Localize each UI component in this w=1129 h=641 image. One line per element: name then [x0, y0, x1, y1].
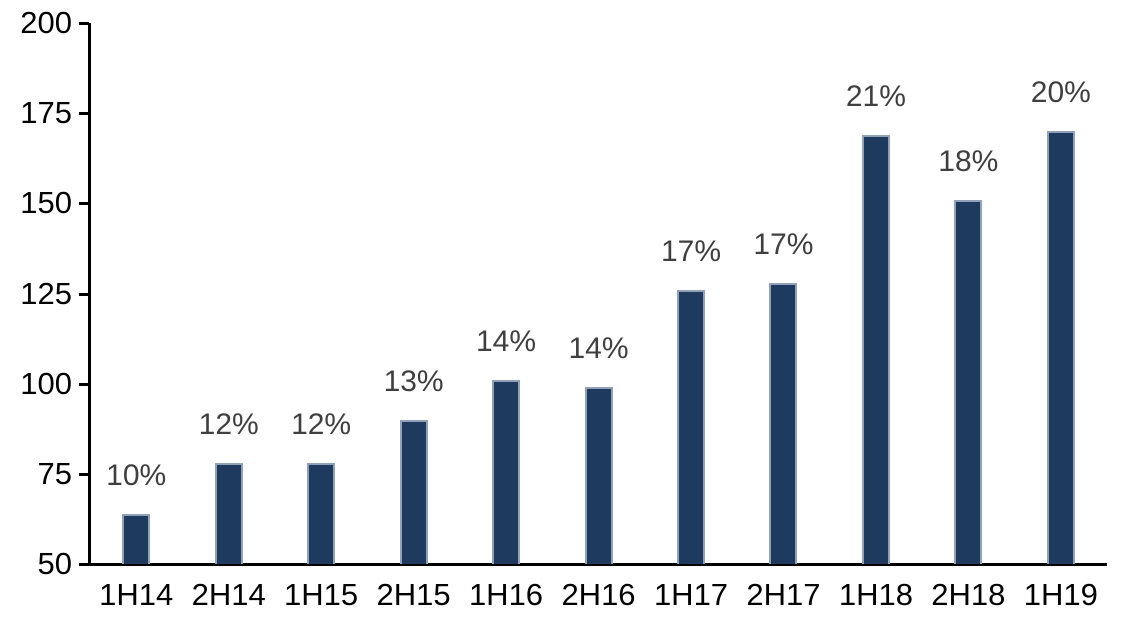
y-axis-tick-label-125: 125 — [20, 275, 72, 311]
y-axis-tick-125 — [79, 292, 89, 296]
y-axis-tick-100 — [79, 382, 89, 386]
y-axis-tick-175 — [79, 112, 89, 116]
y-axis-tick-label-175: 175 — [20, 95, 72, 131]
bar-1H17 — [677, 289, 705, 564]
bar-2H14 — [214, 463, 243, 564]
bar-1H18 — [861, 134, 890, 564]
x-tick-label-1H19: 1H19 — [1023, 577, 1098, 612]
bar-1H19 — [1046, 131, 1075, 564]
bar-1H15 — [307, 463, 336, 564]
data-label-1H19: 20% — [1030, 76, 1091, 110]
data-label-1H15: 12% — [291, 408, 352, 441]
data-label-1H17: 17% — [660, 234, 722, 268]
x-tick-label-2H17: 2H17 — [746, 577, 821, 612]
y-axis-tick-75 — [79, 472, 89, 476]
x-tick-label-2H15: 2H15 — [376, 577, 451, 612]
y-axis-tick-label-100: 100 — [20, 365, 72, 401]
y-axis-tick-150 — [79, 202, 89, 206]
y-axis-tick-label-50: 50 — [37, 546, 72, 581]
x-tick-label-2H18: 2H18 — [931, 577, 1006, 612]
bar-2H16 — [584, 387, 613, 564]
x-tick-label-1H14: 1H14 — [99, 577, 174, 612]
x-tick-label-1H16: 1H16 — [468, 577, 544, 612]
x-tick-label-2H16: 2H16 — [561, 577, 636, 612]
y-axis-tick-label-75: 75 — [37, 455, 72, 491]
x-tick-label-1H18: 1H18 — [838, 577, 913, 612]
x-axis-line — [79, 563, 1107, 566]
x-tick-label-1H17: 1H17 — [653, 577, 729, 612]
bar-2H15 — [399, 419, 428, 564]
data-label-2H14: 12% — [198, 408, 259, 441]
data-label-1H14: 10% — [106, 458, 167, 492]
data-label-1H18: 21% — [845, 79, 906, 113]
x-tick-label-2H14: 2H14 — [191, 577, 266, 612]
y-axis-tick-50 — [79, 563, 89, 566]
y-axis-line — [88, 23, 91, 566]
data-label-1H16: 14% — [475, 325, 537, 359]
bar-2H18 — [954, 199, 983, 564]
data-label-2H18: 18% — [938, 144, 999, 178]
y-axis-tick-200 — [79, 22, 89, 25]
y-axis-tick-label-200: 200 — [20, 5, 72, 40]
x-tick-label-1H15: 1H15 — [284, 577, 359, 612]
data-label-2H15: 13% — [383, 364, 444, 398]
y-axis-tick-label-150: 150 — [20, 185, 72, 221]
bar-1H16 — [492, 380, 520, 564]
bar-2H17 — [769, 282, 798, 564]
bar-1H14 — [122, 513, 151, 564]
data-label-2H17: 17% — [753, 227, 814, 261]
data-label-2H16: 14% — [568, 332, 629, 366]
